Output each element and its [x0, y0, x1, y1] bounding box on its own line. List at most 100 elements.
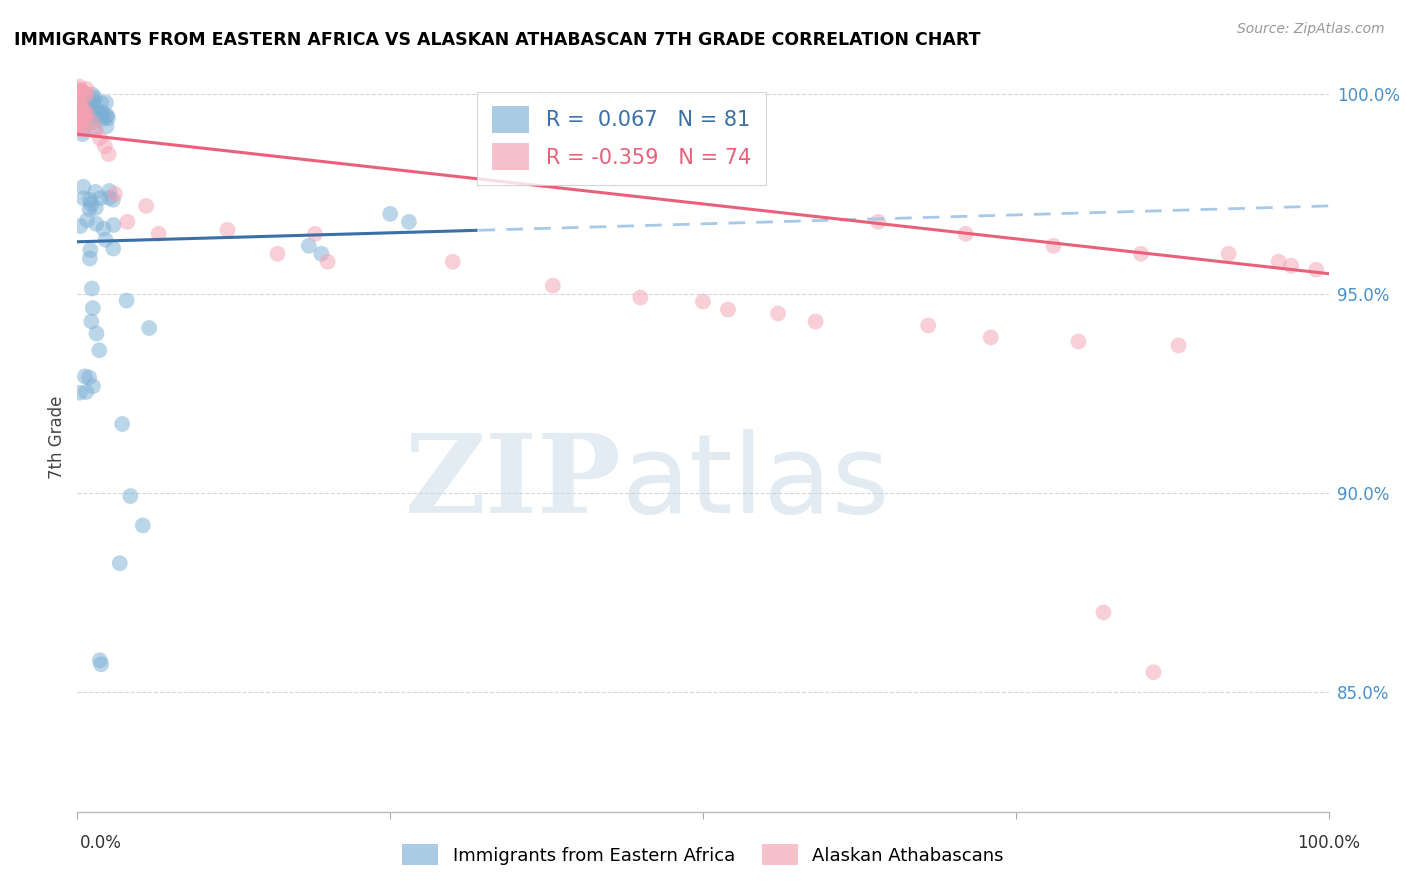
Point	[80, 111, 103, 125]
Point	[84, 104, 107, 119]
Point	[76, 107, 98, 121]
Point	[70, 83, 93, 97]
Point	[76, 107, 98, 121]
Point	[66, 120, 89, 134]
Point	[98, 191, 121, 205]
Point	[72, 179, 94, 194]
Point	[97, 147, 120, 161]
Text: ZIP: ZIP	[405, 428, 621, 535]
Point	[804, 314, 827, 328]
Point	[955, 227, 977, 241]
Point	[86, 109, 108, 123]
Point	[89, 191, 111, 205]
Point	[93, 221, 115, 235]
Point	[83, 94, 105, 108]
Point	[120, 489, 142, 503]
Point	[79, 193, 101, 207]
Point	[73, 109, 96, 123]
Point	[67, 100, 90, 114]
Point	[87, 107, 110, 121]
Point	[82, 96, 104, 111]
Point	[73, 122, 96, 136]
Point	[72, 109, 94, 123]
Point	[1092, 606, 1115, 620]
Point	[304, 227, 326, 241]
Point	[917, 318, 939, 333]
Text: 0.0%: 0.0%	[80, 834, 122, 852]
Point	[94, 109, 117, 123]
Point	[1279, 259, 1302, 273]
Point	[70, 118, 93, 132]
Point	[79, 202, 101, 217]
Point	[132, 518, 155, 533]
Text: atlas: atlas	[621, 428, 890, 535]
Point	[66, 85, 89, 99]
Point	[868, 215, 890, 229]
Point	[79, 243, 101, 257]
Point	[980, 330, 1002, 344]
Point	[69, 113, 91, 128]
Text: 100.0%: 100.0%	[1298, 834, 1360, 852]
Point	[117, 215, 139, 229]
Point	[69, 111, 91, 125]
Point	[97, 111, 120, 125]
Point	[75, 99, 97, 113]
Point	[76, 213, 98, 227]
Point	[66, 121, 89, 136]
Point	[1129, 246, 1152, 260]
Point	[96, 108, 118, 122]
Legend: R =  0.067   N = 81, R = -0.359   N = 74: R = 0.067 N = 81, R = -0.359 N = 74	[478, 92, 766, 185]
Point	[115, 293, 138, 308]
Point	[73, 369, 96, 384]
Point	[80, 197, 103, 211]
Point	[82, 301, 104, 315]
Point	[96, 120, 118, 134]
Point	[135, 199, 157, 213]
Point	[98, 184, 121, 198]
Point	[67, 82, 90, 96]
Point	[104, 186, 127, 201]
Point	[69, 122, 91, 136]
Point	[108, 556, 131, 570]
Point	[311, 246, 333, 260]
Text: Source: ZipAtlas.com: Source: ZipAtlas.com	[1237, 22, 1385, 37]
Point	[89, 343, 111, 358]
Point	[84, 201, 107, 215]
Point	[89, 131, 111, 145]
Point	[75, 89, 97, 103]
Point	[80, 314, 103, 328]
Point	[73, 103, 96, 117]
Point	[1042, 239, 1064, 253]
Point	[298, 239, 321, 253]
Point	[82, 87, 104, 102]
Point	[378, 207, 402, 221]
Point	[67, 94, 90, 108]
Point	[217, 223, 239, 237]
Point	[86, 326, 108, 341]
Point	[79, 252, 101, 266]
Point	[75, 385, 97, 400]
Point	[148, 227, 170, 241]
Point	[1218, 246, 1240, 260]
Point	[441, 254, 464, 268]
Point	[72, 127, 94, 141]
Point	[94, 233, 117, 247]
Point	[66, 118, 89, 132]
Point	[91, 105, 114, 120]
Point	[766, 306, 789, 320]
Point	[67, 96, 90, 111]
Point	[103, 242, 125, 256]
Point	[80, 281, 103, 295]
Point	[138, 321, 160, 335]
Text: IMMIGRANTS FROM EASTERN AFRICA VS ALASKAN ATHABASCAN 7TH GRADE CORRELATION CHART: IMMIGRANTS FROM EASTERN AFRICA VS ALASKA…	[14, 31, 980, 49]
Point	[83, 123, 105, 137]
Point	[73, 104, 96, 119]
Point	[94, 95, 117, 110]
Legend: Immigrants from Eastern Africa, Alaskan Athabascans: Immigrants from Eastern Africa, Alaskan …	[395, 837, 1011, 872]
Point	[541, 278, 564, 293]
Point	[70, 115, 93, 129]
Point	[77, 370, 100, 384]
Y-axis label: 7th Grade: 7th Grade	[48, 395, 66, 479]
Point	[67, 79, 90, 94]
Point	[1267, 254, 1289, 268]
